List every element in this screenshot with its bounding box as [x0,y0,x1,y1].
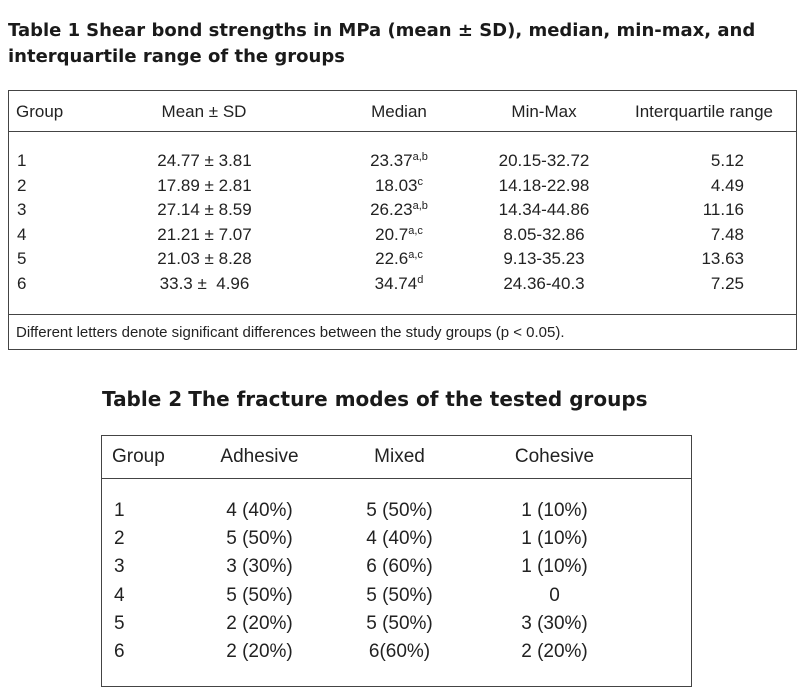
table1-median-value: 34.74 [374,274,418,293]
table1-cell-iqr: 11.16 [702,200,744,220]
table2: Group Adhesive Mixed Cohesive 1 4 (40%) 5 … [101,435,692,687]
table1: Group Mean ± SD Median Min-Max Interquar… [8,90,797,350]
table1-cell-group: 5 [17,249,27,269]
table1-cell-mean-sd: 21.21 ± 7.07 [157,224,252,244]
table1-median-significance: a,c [408,249,423,262]
table1-footer-rule [9,314,796,315]
table2-cell-group: 2 [114,528,125,550]
table2-cell-group: 5 [114,612,125,634]
table1-median-significance: d [417,274,424,286]
table1-median-significance: c [417,175,424,188]
table1-cell-min-max: 14.18-22.98 [498,175,590,195]
table1-cell-mean-sd: 17.89 ± 2.81 [157,175,252,195]
table2-cell-group: 1 [114,500,125,521]
table1-title-line1: Shear bond strengths in MPa (mean ± SD),… [86,20,756,41]
table1-cell-median: 23.37a,b [339,150,459,172]
table1-title-line2: interquartile range of the groups [8,46,345,67]
table2-cell-adhesive: 2 (20%) [226,612,293,634]
table2-cell-cohesive: 2 (20%) [521,641,588,662]
table1-cell-mean-sd: 21.03 ± 8.28 [157,249,252,269]
table1-cell-group: 3 [17,200,27,220]
table1-title: Table 1 Shear bond strengths in MPa (mean… [8,18,768,70]
table2-header-rule [102,478,691,479]
table1-cell-group: 6 [17,274,27,293]
table1-median-significance: a,b [412,151,428,163]
table2-label: Table 2 [102,387,183,411]
table2-cell-cohesive: 1 (10%) [521,500,588,521]
table1-cell-median: 22.6a,c [339,248,459,270]
table2-cell-group: 4 [114,584,125,606]
table2-title-text: The fracture modes of the tested groups [188,387,648,411]
table1-cell-group: 2 [17,175,27,195]
table1-cell-iqr: 13.63 [701,249,744,269]
table2-cell-adhesive: 5 (50%) [226,528,293,550]
table1-cell-median: 18.03c [339,175,459,197]
table1-median-value: 26.23 [370,200,413,220]
table1-header-min-max: Min-Max [511,102,577,121]
table1-cell-iqr: 7.48 [710,224,744,244]
table2-header-mixed: Mixed [374,446,425,467]
table1-cell-iqr: 4.49 [710,175,744,195]
table1-cell-min-max: 8.05-32.86 [503,224,585,244]
table1-footnote: Different letters denote significant dif… [16,324,565,341]
table2-cell-group: 3 [114,556,125,578]
table2-cell-mixed: 6(60%) [368,641,431,662]
table2-cell-mixed: 6 (60%) [366,556,433,578]
table2-cell-cohesive: 0 [549,584,560,606]
table2-cell-cohesive: 3 (30%) [521,612,588,634]
table2-cell-adhesive: 3 (30%) [226,556,293,578]
table1-cell-iqr: 7.25 [710,274,744,293]
table1-cell-min-max: 9.13-35.23 [503,249,585,269]
table1-header-iqr: Interquartile range [635,102,773,121]
table1-cell-mean-sd: 27.14 ± 8.59 [157,200,252,220]
table2-cell-adhesive: 5 (50%) [226,584,293,606]
table2-cell-mixed: 5 (50%) [366,584,433,606]
table2-cell-mixed: 5 (50%) [366,500,433,521]
table1-median-significance: a,b [412,200,428,213]
table1-cell-min-max: 14.34-44.86 [498,200,590,220]
table2-cell-adhesive: 2 (20%) [226,641,293,662]
table1-median-value: 20.7 [375,224,409,244]
table1-cell-group: 4 [17,224,27,244]
table1-median-value: 22.6 [375,249,409,269]
table1-cell-mean-sd: 24.77 ± 3.81 [157,151,252,170]
table2-cell-cohesive: 1 (10%) [521,528,588,550]
table2-cell-group: 6 [114,641,125,662]
table2-header-cohesive: Cohesive [514,446,595,467]
table1-cell-iqr: 5.12 [710,151,744,170]
table1-cell-group: 1 [17,151,27,170]
table1-cell-min-max: 20.15-32.72 [498,151,590,170]
table1-cell-median: 34.74d [339,273,459,295]
table1-header-mean-sd: Mean ± SD [161,102,247,121]
table1-header-rule [9,131,796,132]
table1-label: Table 1 [8,20,81,41]
table2-title: Table 2 The fracture modes of the tested … [102,386,648,412]
table2-header-group: Group [112,446,165,467]
table1-median-value: 18.03 [374,175,418,195]
table2-cell-adhesive: 4 (40%) [226,500,293,521]
table1-cell-min-max: 24.36-40.3 [503,274,585,293]
table2-header-adhesive: Adhesive [220,446,299,467]
table1-median-significance: a,c [408,224,423,237]
table1-median-value: 23.37 [370,151,413,170]
table1-cell-mean-sd: 33.3 ± 4.96 [159,274,250,293]
table2-cell-cohesive: 1 (10%) [521,556,588,578]
table1-header-median: Median [371,102,427,121]
table2-cell-mixed: 4 (40%) [366,528,433,550]
table1-cell-median: 20.7a,c [339,224,459,246]
table2-cell-mixed: 5 (50%) [366,612,433,634]
table1-header-group: Group [16,102,64,121]
table1-cell-median: 26.23a,b [339,199,459,221]
